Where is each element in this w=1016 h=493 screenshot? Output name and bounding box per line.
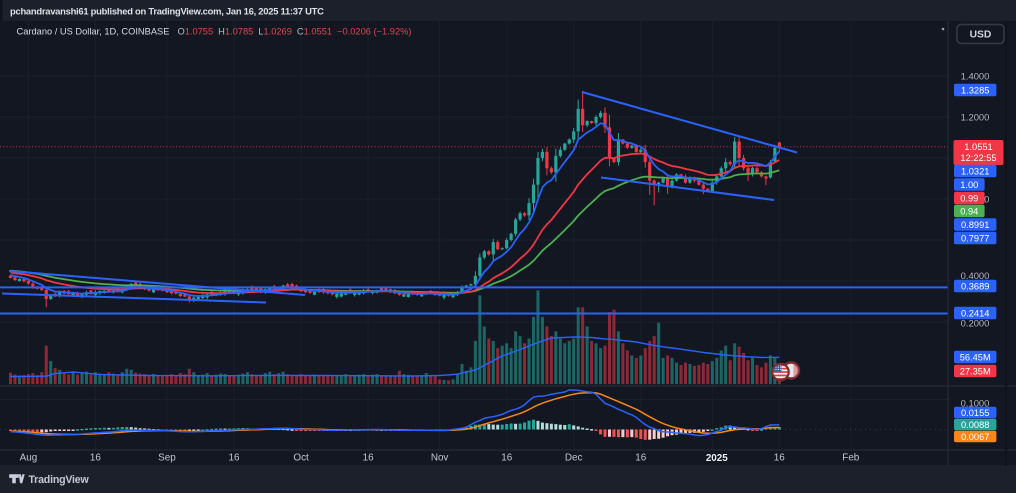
- svg-text:1.2000: 1.2000: [961, 112, 990, 123]
- svg-text:0.3689: 0.3689: [961, 282, 989, 292]
- svg-text:Oct: Oct: [293, 453, 309, 464]
- svg-text:16: 16: [90, 453, 101, 464]
- svg-text:16: 16: [635, 453, 646, 464]
- svg-text:0.0155: 0.0155: [961, 408, 989, 418]
- svg-text:Feb: Feb: [842, 453, 860, 464]
- svg-text:0.4000: 0.4000: [961, 270, 990, 281]
- svg-text:56.45M: 56.45M: [960, 353, 991, 363]
- svg-text:Aug: Aug: [20, 453, 38, 464]
- svg-text:0.0067: 0.0067: [961, 432, 989, 442]
- svg-text:1.0321: 1.0321: [961, 167, 989, 177]
- svg-text:0.7977: 0.7977: [961, 234, 989, 244]
- svg-text:0.2000: 0.2000: [961, 318, 990, 329]
- svg-text:16: 16: [363, 453, 374, 464]
- svg-text:0.0088: 0.0088: [961, 420, 989, 430]
- svg-text:0.2414: 0.2414: [961, 309, 989, 319]
- svg-text:0.94: 0.94: [960, 207, 978, 217]
- svg-text:Nov: Nov: [431, 453, 449, 464]
- svg-text:TradingView: TradingView: [29, 474, 90, 486]
- svg-text:1.3285: 1.3285: [961, 86, 989, 96]
- svg-text:1.0551: 1.0551: [964, 142, 992, 152]
- svg-text:pchandravanshi61 published on: pchandravanshi61 published on TradingVie…: [10, 5, 324, 16]
- svg-text:0.1000: 0.1000: [961, 398, 990, 409]
- svg-text:16: 16: [501, 453, 512, 464]
- svg-text:1.4000: 1.4000: [961, 71, 990, 82]
- svg-text:16: 16: [229, 453, 240, 464]
- svg-text:2025: 2025: [706, 453, 728, 464]
- svg-text:12:22:55: 12:22:55: [960, 153, 996, 163]
- svg-text:Dec: Dec: [565, 453, 583, 464]
- svg-text:0.99: 0.99: [960, 194, 978, 204]
- svg-text:1.00: 1.00: [960, 180, 978, 190]
- svg-text:Sep: Sep: [158, 453, 176, 464]
- svg-text:27.35M: 27.35M: [960, 367, 991, 377]
- svg-text:16: 16: [774, 453, 785, 464]
- svg-text:0.8991: 0.8991: [961, 220, 989, 230]
- svg-text:USD: USD: [970, 30, 992, 41]
